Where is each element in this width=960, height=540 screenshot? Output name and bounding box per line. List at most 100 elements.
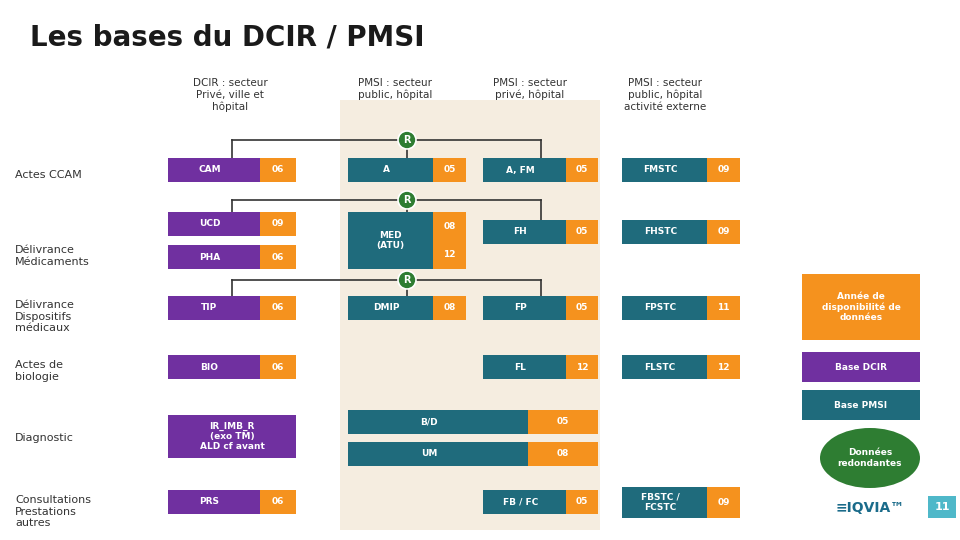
Text: FBSTC /
FCSTC: FBSTC / FCSTC bbox=[641, 493, 680, 512]
Ellipse shape bbox=[820, 428, 920, 488]
Circle shape bbox=[398, 271, 416, 289]
Text: 11: 11 bbox=[934, 502, 949, 512]
Text: 08: 08 bbox=[444, 222, 456, 231]
Bar bbox=[565, 158, 598, 182]
Bar bbox=[348, 296, 466, 320]
Text: 12: 12 bbox=[444, 250, 456, 259]
Bar bbox=[483, 296, 598, 320]
Bar bbox=[433, 296, 466, 320]
Text: A, FM: A, FM bbox=[506, 165, 535, 174]
Bar bbox=[483, 490, 598, 514]
Bar bbox=[168, 158, 296, 182]
Bar bbox=[260, 490, 296, 514]
Bar bbox=[622, 296, 740, 320]
Text: PMSI : secteur
public, hôpital
activité externe: PMSI : secteur public, hôpital activité … bbox=[624, 78, 707, 112]
Text: TIP: TIP bbox=[202, 303, 218, 313]
Text: R: R bbox=[403, 275, 411, 285]
Text: CAM: CAM bbox=[198, 165, 221, 174]
Text: DCIR : secteur
Privé, ville et
hôpital: DCIR : secteur Privé, ville et hôpital bbox=[193, 78, 268, 112]
Text: FHSTC: FHSTC bbox=[643, 227, 677, 237]
Circle shape bbox=[398, 131, 416, 149]
Bar bbox=[483, 158, 598, 182]
Text: 09: 09 bbox=[717, 498, 730, 507]
Text: 09: 09 bbox=[717, 165, 730, 174]
Text: Délivrance
Médicaments: Délivrance Médicaments bbox=[15, 245, 89, 267]
Text: 06: 06 bbox=[272, 362, 284, 372]
Text: Base DCIR: Base DCIR bbox=[835, 362, 887, 372]
Bar bbox=[348, 410, 598, 434]
Text: ≡IQVIA™: ≡IQVIA™ bbox=[835, 501, 904, 515]
Bar bbox=[565, 220, 598, 244]
Bar bbox=[622, 158, 740, 182]
Bar bbox=[707, 355, 740, 379]
Text: 05: 05 bbox=[576, 227, 588, 237]
Bar bbox=[260, 296, 296, 320]
Bar bbox=[168, 355, 296, 379]
Bar bbox=[802, 274, 920, 340]
Text: R: R bbox=[403, 135, 411, 145]
Bar bbox=[348, 442, 598, 466]
Text: 08: 08 bbox=[557, 449, 569, 458]
Text: 05: 05 bbox=[576, 165, 588, 174]
Text: Base PMSI: Base PMSI bbox=[834, 401, 888, 409]
Text: DMIP: DMIP bbox=[373, 303, 399, 313]
Text: Diagnostic: Diagnostic bbox=[15, 433, 74, 443]
Text: FLSTC: FLSTC bbox=[644, 362, 676, 372]
Text: Consultations
Prestations
autres: Consultations Prestations autres bbox=[15, 495, 91, 528]
Bar bbox=[565, 296, 598, 320]
Bar bbox=[168, 415, 296, 458]
Text: Année de
disponibilité de
données: Année de disponibilité de données bbox=[822, 292, 900, 322]
Text: FB / FC: FB / FC bbox=[503, 497, 538, 507]
Bar bbox=[483, 355, 598, 379]
Text: 11: 11 bbox=[717, 303, 730, 313]
Text: 05: 05 bbox=[576, 497, 588, 507]
Text: 05: 05 bbox=[576, 303, 588, 313]
Text: R: R bbox=[403, 195, 411, 205]
Bar bbox=[260, 158, 296, 182]
Bar bbox=[483, 220, 598, 244]
Text: 06: 06 bbox=[272, 497, 284, 507]
Bar bbox=[168, 490, 296, 514]
Text: 05: 05 bbox=[444, 165, 456, 174]
Bar bbox=[928, 496, 956, 518]
Text: A: A bbox=[383, 165, 390, 174]
Text: Les bases du DCIR / PMSI: Les bases du DCIR / PMSI bbox=[30, 24, 424, 52]
Text: 08: 08 bbox=[444, 303, 456, 313]
Circle shape bbox=[398, 191, 416, 209]
Bar bbox=[260, 355, 296, 379]
Text: Actes de
biologie: Actes de biologie bbox=[15, 360, 63, 382]
Bar bbox=[565, 490, 598, 514]
Bar bbox=[802, 390, 920, 420]
Bar bbox=[260, 212, 296, 236]
Bar bbox=[340, 100, 600, 530]
Text: BIO: BIO bbox=[201, 362, 219, 372]
Text: FMSTC: FMSTC bbox=[643, 165, 678, 174]
Bar bbox=[707, 487, 740, 518]
Bar bbox=[260, 245, 296, 269]
Text: 05: 05 bbox=[557, 417, 569, 427]
Text: MED
(ATU): MED (ATU) bbox=[376, 231, 404, 250]
Text: PMSI : secteur
privé, hôpital: PMSI : secteur privé, hôpital bbox=[493, 78, 567, 100]
Bar bbox=[565, 355, 598, 379]
Text: FH: FH bbox=[514, 227, 527, 237]
Text: 06: 06 bbox=[272, 303, 284, 313]
Text: B/D: B/D bbox=[420, 417, 438, 427]
Bar bbox=[168, 296, 296, 320]
Bar bbox=[707, 296, 740, 320]
Text: IR_IMB_R
(exo TM)
ALD cf avant: IR_IMB_R (exo TM) ALD cf avant bbox=[200, 422, 264, 451]
Bar bbox=[707, 220, 740, 244]
Text: 06: 06 bbox=[272, 165, 284, 174]
Bar bbox=[168, 212, 296, 236]
Text: 12: 12 bbox=[576, 362, 588, 372]
Text: FL: FL bbox=[515, 362, 526, 372]
Text: PRS: PRS bbox=[200, 497, 220, 507]
Text: 12: 12 bbox=[717, 362, 730, 372]
Text: FPSTC: FPSTC bbox=[644, 303, 676, 313]
Text: 09: 09 bbox=[272, 219, 284, 228]
Text: 09: 09 bbox=[717, 227, 730, 237]
Text: Actes CCAM: Actes CCAM bbox=[15, 170, 82, 180]
Bar bbox=[802, 352, 920, 382]
Bar bbox=[433, 212, 466, 240]
Text: PMSI : secteur
public, hôpital: PMSI : secteur public, hôpital bbox=[358, 78, 432, 100]
Bar bbox=[433, 158, 466, 182]
